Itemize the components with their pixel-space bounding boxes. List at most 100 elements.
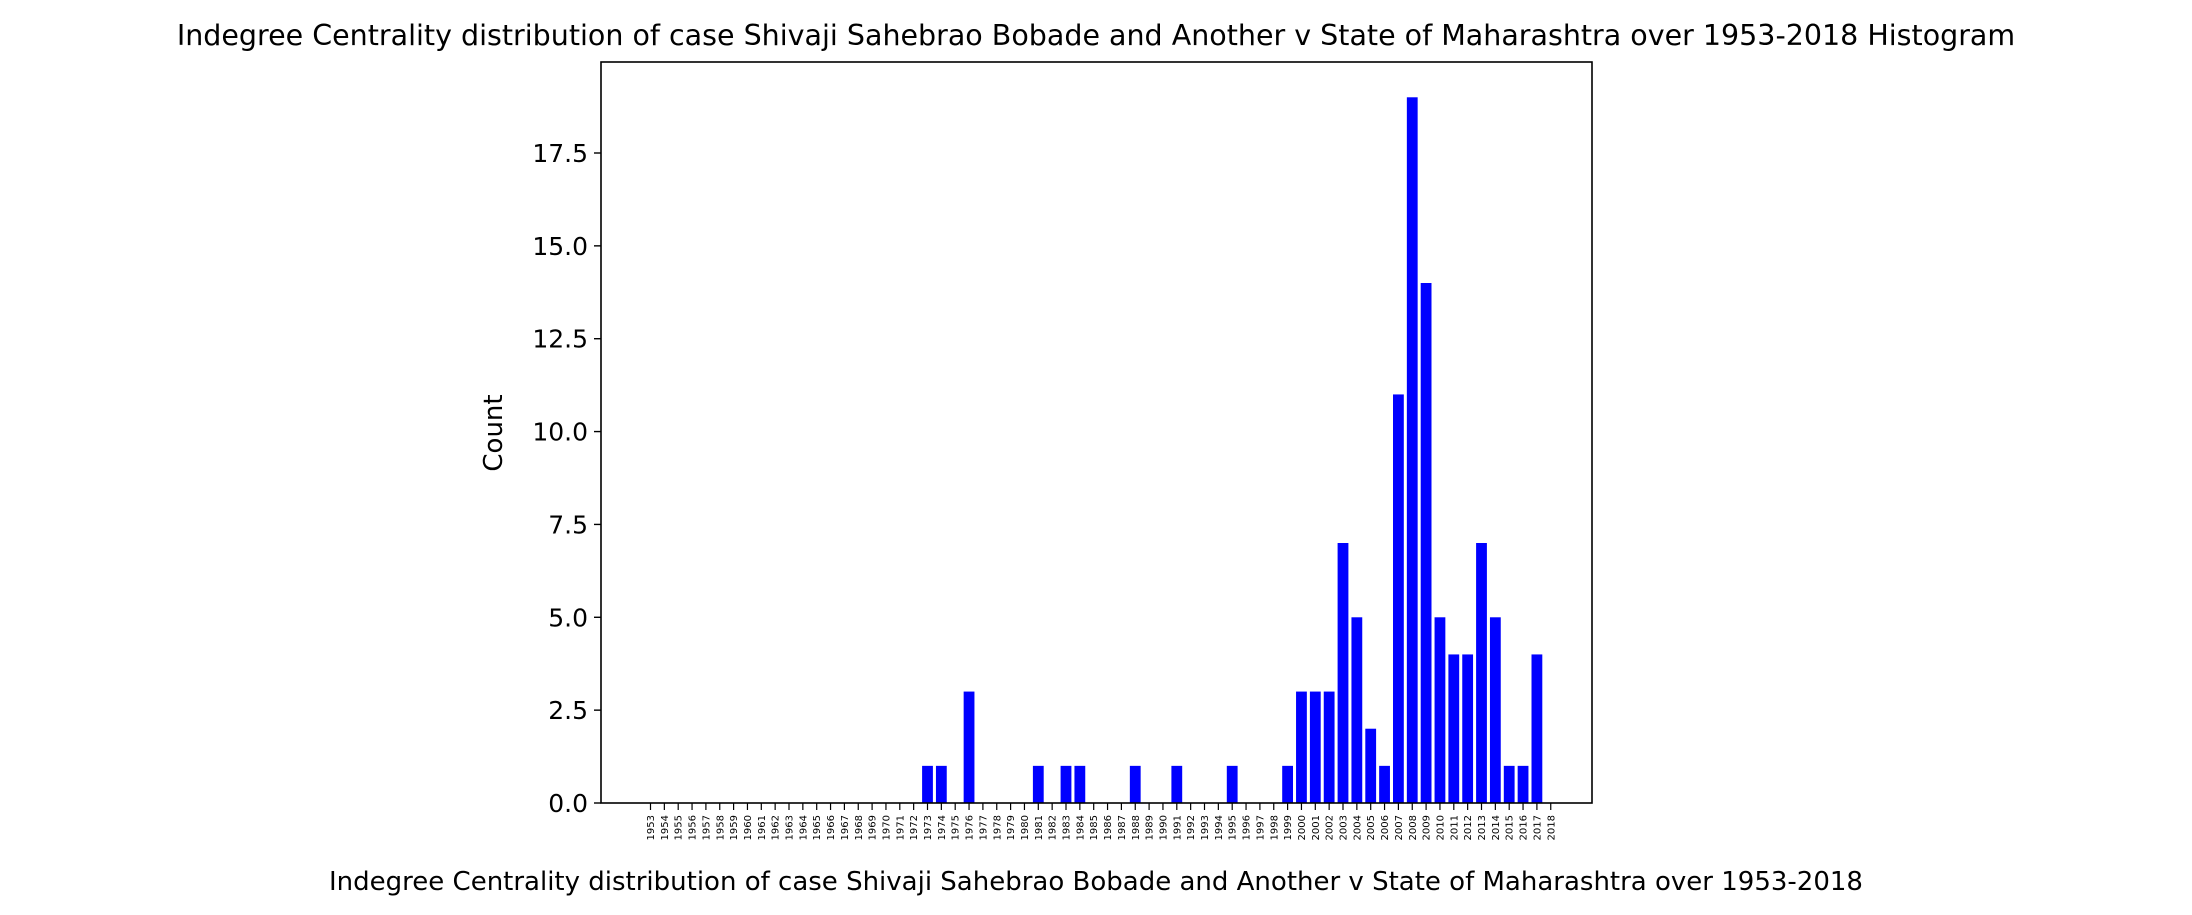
y-tick-label: 10.0 xyxy=(532,418,588,447)
bar-2015 xyxy=(1503,765,1515,803)
bar-1988 xyxy=(1129,765,1141,803)
x-tick-label: 1979 xyxy=(1006,815,1017,840)
y-axis-label: Count xyxy=(479,394,509,471)
bar-2002 xyxy=(1323,691,1335,803)
bar-2000 xyxy=(1296,691,1307,803)
x-tick-label: 2011 xyxy=(1449,815,1460,840)
x-tick-label: 2001 xyxy=(1311,815,1322,840)
x-axis-ticks: 1953 1954 1955 1956 1957 1958 1959 1960 1961 1962… xyxy=(646,803,1557,840)
x-tick-label: 2013 xyxy=(1477,815,1488,840)
x-tick-label: 2010 xyxy=(1435,815,1446,840)
x-tick-label: 1958 xyxy=(715,815,726,840)
y-tick-label: 17.5 xyxy=(532,139,588,168)
y-tick-label: 15.0 xyxy=(532,232,588,261)
x-tick-label: 1957 xyxy=(701,815,712,840)
bar-2009 xyxy=(1420,283,1432,803)
x-tick-label: 1989 xyxy=(1145,815,1156,840)
x-tick-label: 1984 xyxy=(1075,815,1086,840)
x-tick-label: 1954 xyxy=(660,815,671,840)
x-tick-label: 1983 xyxy=(1062,815,1073,840)
x-tick-label: 2009 xyxy=(1422,815,1433,840)
y-tick-label: 7.5 xyxy=(548,510,588,539)
bar-1995 xyxy=(1226,765,1238,803)
x-tick-label: 2008 xyxy=(1408,815,1419,840)
x-tick-label: 1953 xyxy=(646,815,657,840)
x-tick-label: 1986 xyxy=(1103,815,1114,840)
bar-2011 xyxy=(1448,654,1460,803)
x-tick-label: 1996 xyxy=(1242,815,1253,840)
bar-2006 xyxy=(1379,765,1390,803)
bar-1991 xyxy=(1171,765,1183,803)
y-tick-label: 5.0 xyxy=(548,603,588,632)
x-tick-label: 1966 xyxy=(826,815,837,840)
x-tick-label: 2015 xyxy=(1505,815,1516,840)
bar-2010 xyxy=(1434,617,1446,803)
x-tick-label: 1961 xyxy=(757,815,768,840)
bar-2012 xyxy=(1462,654,1474,803)
x-tick-label: 1992 xyxy=(1186,815,1197,840)
x-tick-label: 1971 xyxy=(895,815,906,840)
x-tick-label: 1981 xyxy=(1034,815,1045,840)
x-tick-label: 2016 xyxy=(1519,815,1530,840)
x-tick-label: 1977 xyxy=(978,815,989,840)
x-axis-label: Indegree Centrality distribution of case… xyxy=(329,867,1863,897)
plot-frame xyxy=(600,61,1593,804)
bar-1973 xyxy=(922,765,933,803)
x-tick-label: 1985 xyxy=(1089,815,1100,840)
x-tick-label: 1978 xyxy=(992,815,1003,840)
x-tick-label: 1975 xyxy=(951,815,962,840)
x-tick-label: 2017 xyxy=(1532,815,1543,840)
bar-2007 xyxy=(1393,394,1404,803)
x-tick-label: 2005 xyxy=(1366,815,1377,840)
bar-2016 xyxy=(1517,765,1529,803)
x-tick-label: 1960 xyxy=(743,815,754,840)
chart-title: Indegree Centrality distribution of case… xyxy=(177,19,2015,52)
x-tick-label: 1962 xyxy=(771,815,782,840)
x-tick-label: 1987 xyxy=(1117,815,1128,840)
y-tick-label: 12.5 xyxy=(532,325,588,354)
x-tick-label: 1998 xyxy=(1269,815,1280,840)
x-tick-label: 1995 xyxy=(1228,815,1239,840)
bar-2013 xyxy=(1476,543,1487,803)
bars-group xyxy=(922,97,1543,804)
bar-1976 xyxy=(963,691,975,803)
x-tick-label: 1963 xyxy=(785,815,796,840)
bar-2017 xyxy=(1531,654,1543,803)
x-tick-label: 1976 xyxy=(965,815,976,840)
x-tick-label: 1964 xyxy=(798,815,809,840)
x-tick-label: 1959 xyxy=(729,815,740,840)
x-tick-label: 1974 xyxy=(937,815,948,840)
bar-2008 xyxy=(1406,97,1418,804)
bar-1983 xyxy=(1060,765,1072,803)
x-tick-label: 1956 xyxy=(688,815,699,840)
x-tick-label: 1999 xyxy=(1283,815,1294,840)
x-tick-label: 2014 xyxy=(1491,815,1502,840)
x-tick-label: 2003 xyxy=(1339,815,1350,840)
x-tick-label: 1967 xyxy=(840,815,851,840)
bar-1999 xyxy=(1282,765,1293,803)
x-tick-label: 1991 xyxy=(1172,815,1183,840)
x-tick-label: 2007 xyxy=(1394,815,1405,840)
x-tick-label: 1965 xyxy=(812,815,823,840)
x-tick-label: 1988 xyxy=(1131,815,1142,840)
x-tick-label: 2012 xyxy=(1463,815,1474,840)
x-tick-label: 1980 xyxy=(1020,815,1031,840)
x-tick-label: 1997 xyxy=(1255,815,1266,840)
x-tick-label: 2018 xyxy=(1546,815,1557,840)
x-tick-label: 2002 xyxy=(1325,815,1336,840)
x-tick-label: 1970 xyxy=(881,815,892,840)
x-tick-label: 1973 xyxy=(923,815,934,840)
x-tick-label: 1969 xyxy=(868,815,879,840)
x-tick-label: 1994 xyxy=(1214,815,1225,840)
bar-2001 xyxy=(1309,691,1321,803)
x-tick-label: 1972 xyxy=(909,815,920,840)
x-tick-label: 1982 xyxy=(1048,815,1059,840)
y-axis-ticks: 0.0 2.5 5.0 7.5 10.0 12.5 15.0 17.5 xyxy=(532,139,601,818)
bar-2014 xyxy=(1489,617,1501,803)
x-tick-label: 1955 xyxy=(674,815,685,840)
bar-1974 xyxy=(935,765,947,803)
x-tick-label: 2006 xyxy=(1380,815,1391,840)
y-tick-label: 2.5 xyxy=(548,696,588,725)
